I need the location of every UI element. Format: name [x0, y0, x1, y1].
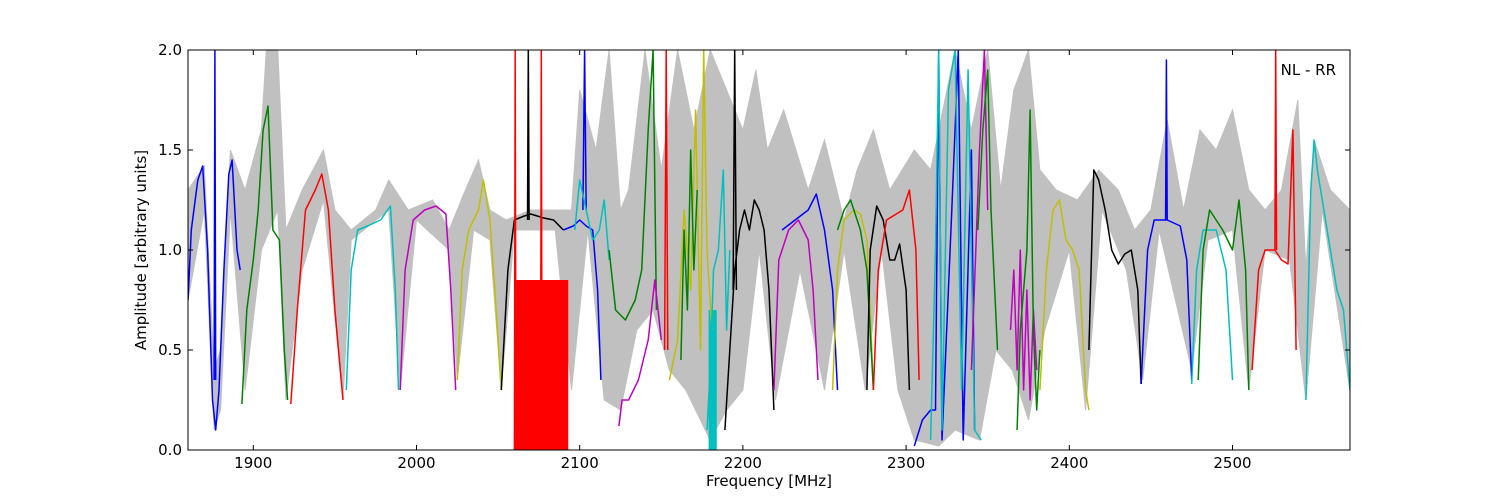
series-line-33 [1016, 109, 1041, 431]
series-line-3 [290, 173, 344, 405]
x-axis-label: Frequency [MHz] [706, 472, 832, 490]
y-tick-label: 1.0 [158, 241, 182, 259]
plot-area [188, 50, 1350, 450]
x-tick-label: 2500 [1213, 454, 1251, 472]
series-line-37 [1164, 59, 1168, 221]
series-line-32 [1009, 249, 1038, 401]
series-line-2 [241, 105, 289, 405]
series-line-30 [970, 50, 989, 371]
series-line-21 [732, 50, 738, 291]
series-line-13 [574, 179, 610, 261]
series-line-12 [582, 50, 587, 211]
series-line-23 [781, 193, 839, 391]
series-line-22 [773, 219, 819, 391]
x-tick-label: 2400 [1050, 454, 1088, 472]
series-line-15 [618, 279, 663, 427]
y-tick-label: 0.0 [158, 441, 182, 459]
series-line-9 [513, 50, 517, 450]
series-line-11 [563, 219, 602, 381]
series-line-35 [1088, 169, 1142, 385]
series-line-20 [724, 199, 775, 431]
x-tick-label: 1900 [234, 454, 272, 472]
series-line-16 [663, 50, 669, 351]
x-axis: 1900 2000 2100 2200 2300 2400 2500 [234, 50, 1252, 472]
series-line-17 [668, 50, 713, 381]
series-line-0 [188, 159, 241, 431]
series-line-1 [213, 50, 217, 381]
series-line-39 [1197, 199, 1250, 391]
x-tick-label: 2100 [561, 454, 599, 472]
series-line-5 [399, 205, 457, 391]
y-tick-label: 0.5 [158, 341, 182, 359]
series-line-10 [539, 50, 543, 450]
series-line-31 [977, 69, 999, 351]
y-axis-label: Amplitude [arbitrary units] [132, 150, 150, 350]
series-line-25 [836, 199, 875, 391]
series-line-41 [1274, 50, 1278, 251]
noise-band-1 [708, 310, 717, 450]
series-line-29 [929, 50, 982, 441]
x-tick-label: 2200 [724, 454, 762, 472]
series-line-42 [1305, 139, 1350, 401]
series-line-40 [1251, 129, 1297, 371]
y-tick-label: 1.5 [158, 141, 182, 159]
y-axis: 0.0 0.5 1.0 1.5 2.0 [158, 41, 1350, 459]
series-line-14 [608, 50, 658, 321]
series-line-28 [913, 50, 976, 447]
x-tick-label: 2300 [887, 454, 925, 472]
series-layer [188, 50, 1350, 450]
y-tick-label: 2.0 [158, 41, 182, 59]
series-line-6 [456, 179, 503, 391]
x-tick-label: 2000 [397, 454, 435, 472]
series-line-34 [1039, 199, 1090, 411]
series-line-27 [872, 189, 920, 391]
series-line-18 [680, 149, 698, 361]
series-line-19 [706, 169, 731, 431]
plot-annotation: NL - RR [1281, 61, 1336, 79]
series-line-8 [526, 50, 530, 221]
series-line-4 [345, 205, 400, 391]
series-line-38 [1190, 229, 1234, 385]
series-line-26 [866, 205, 911, 391]
